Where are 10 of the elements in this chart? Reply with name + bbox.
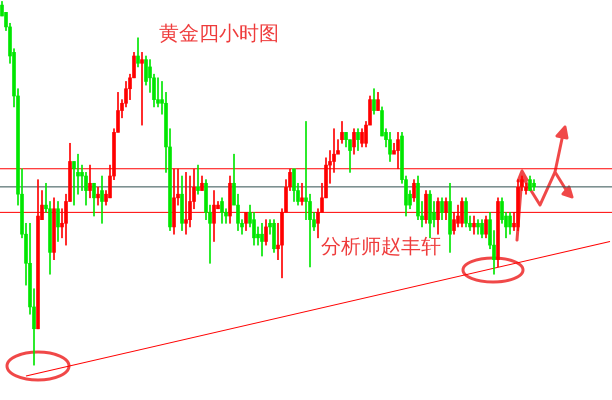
- annotation: 分析师赵丰轩: [321, 234, 441, 258]
- candlestick: [96, 186, 100, 206]
- candlestick: [156, 77, 160, 108]
- candlestick: [300, 182, 304, 206]
- candlestick: [196, 164, 200, 195]
- candlestick: [260, 222, 264, 256]
- candlestick: [140, 52, 144, 126]
- candlestick: [472, 216, 476, 235]
- text: 黄金四小时图: [159, 21, 279, 46]
- candlestick: [100, 176, 104, 224]
